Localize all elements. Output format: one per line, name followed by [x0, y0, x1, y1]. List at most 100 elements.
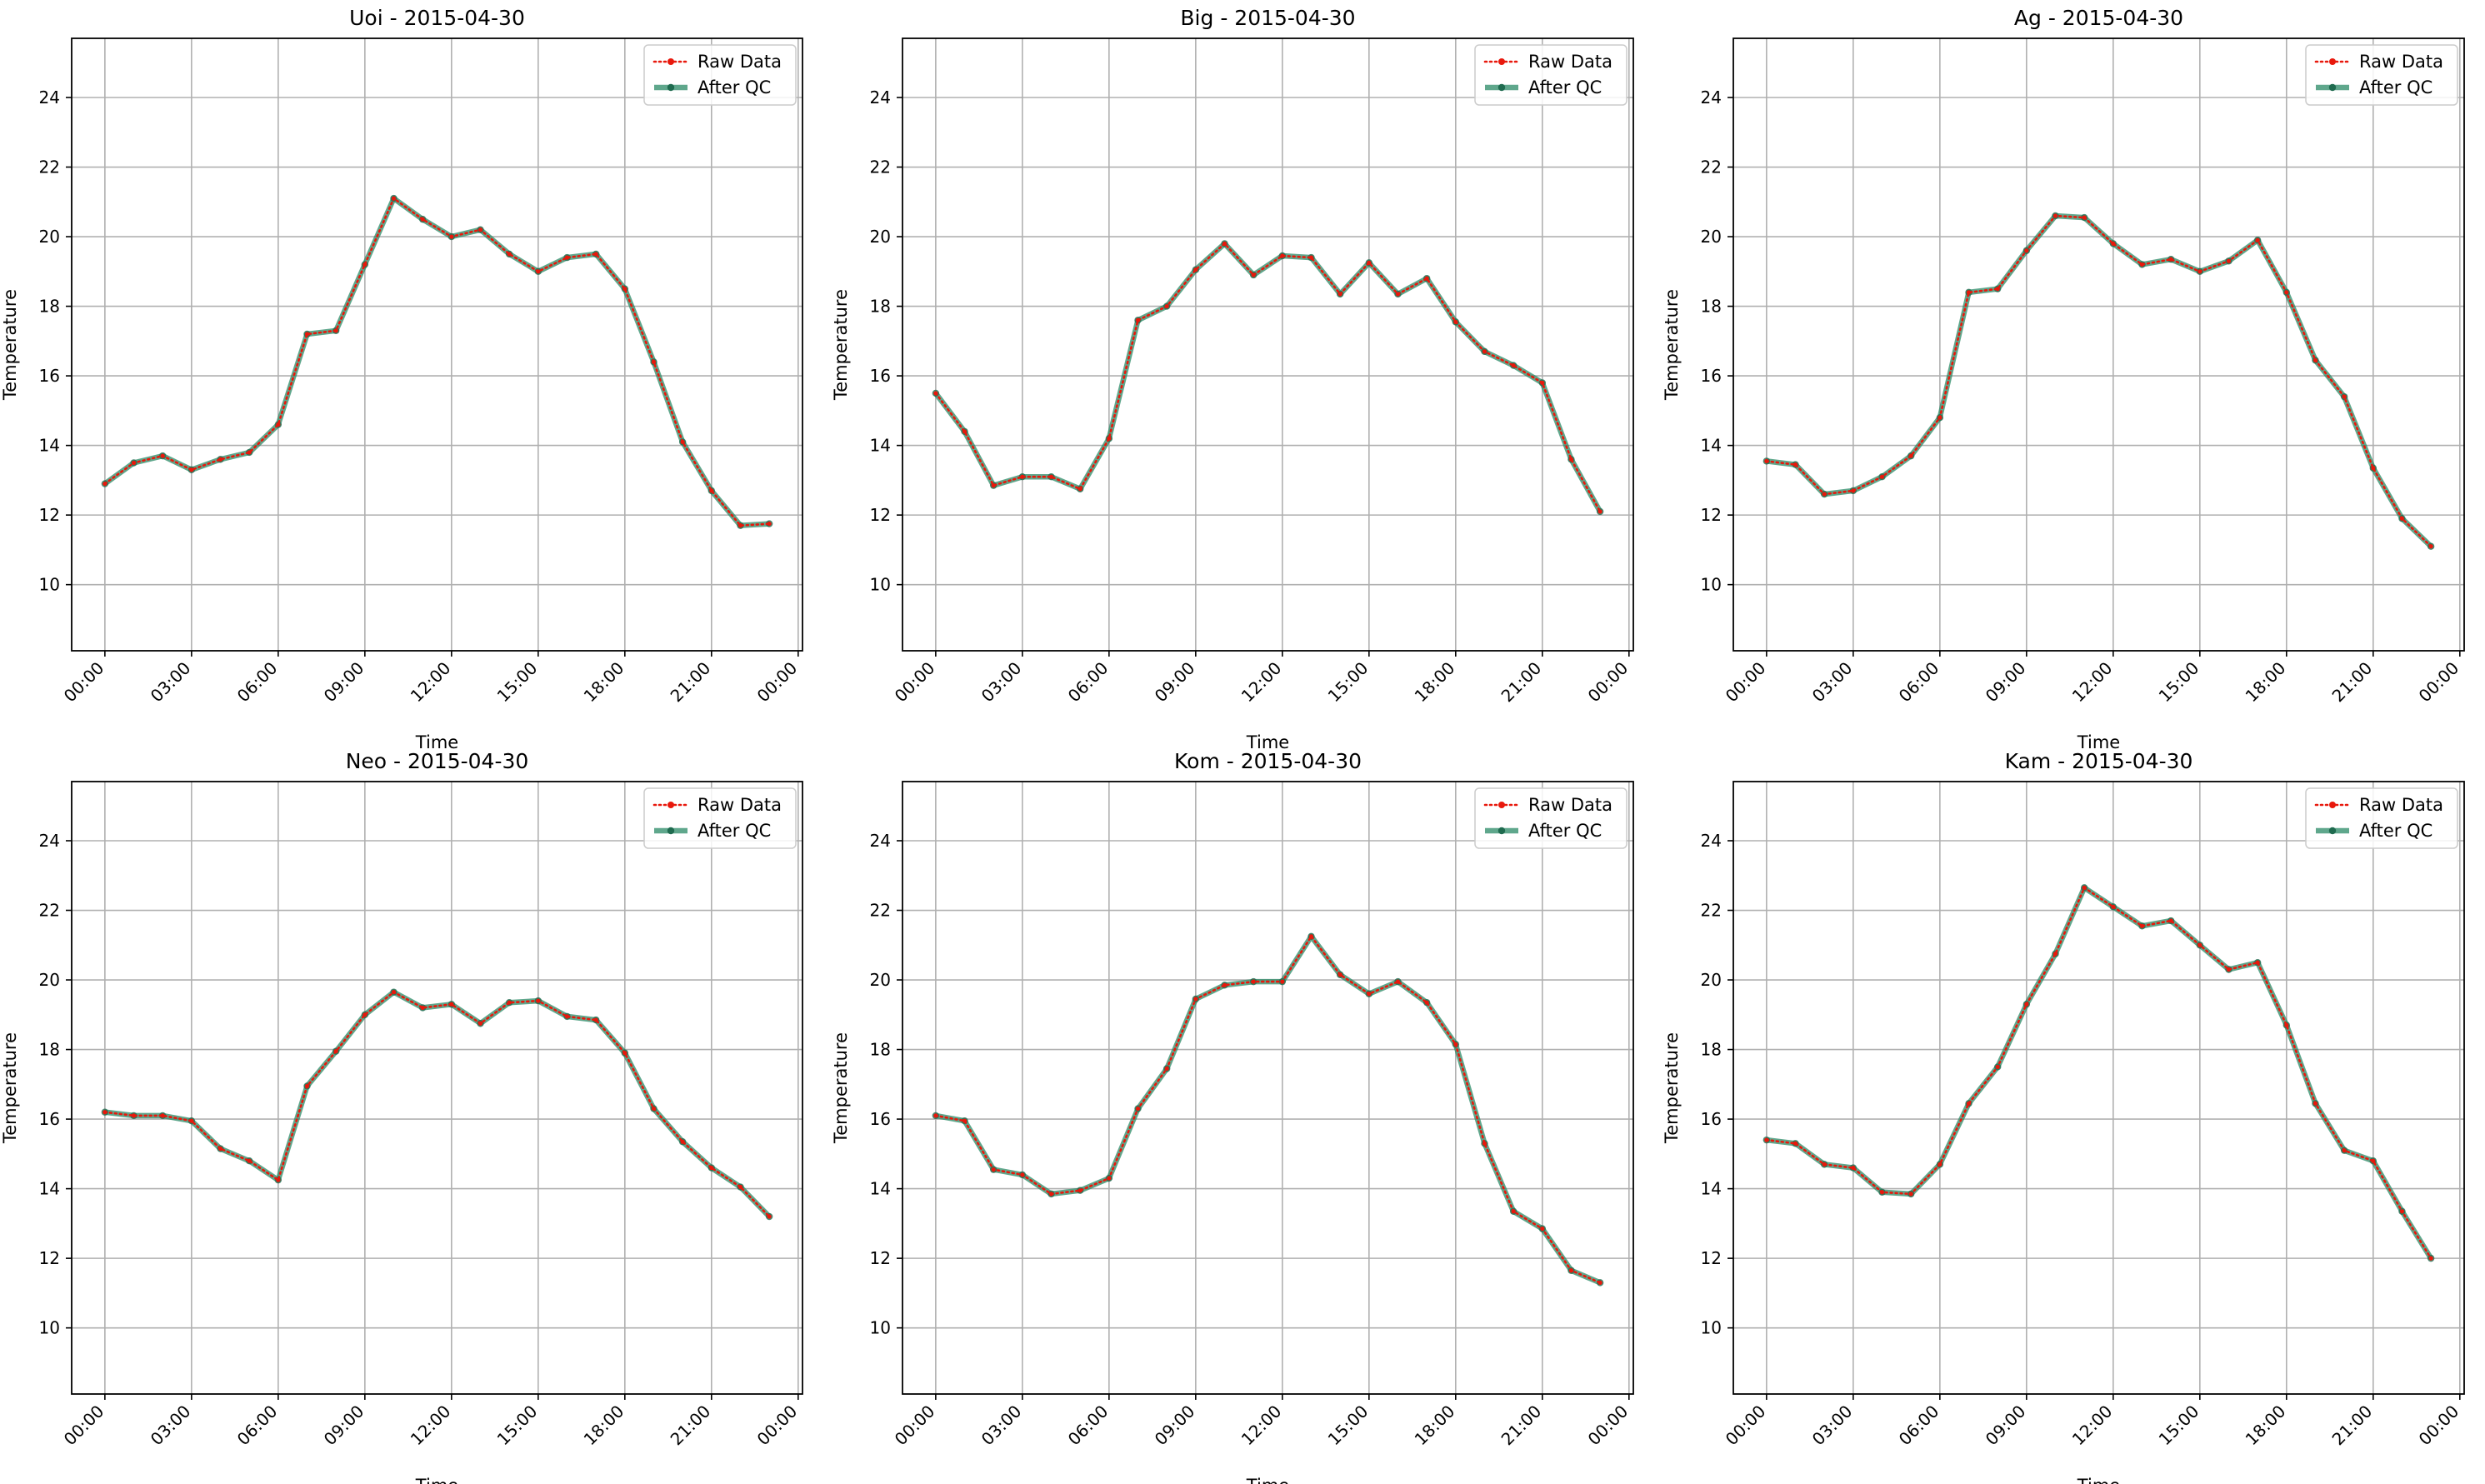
data-point	[276, 422, 281, 427]
series-line	[1765, 214, 2432, 548]
y-tick-label: 16	[870, 1109, 891, 1129]
series-raw-data	[102, 990, 772, 1219]
chart-title: Kam - 2015-04-30	[2005, 749, 2193, 773]
legend: Raw Data After QC	[1474, 787, 1628, 849]
data-point	[1482, 1141, 1488, 1146]
series-after-qc	[932, 240, 1604, 516]
data-point	[1482, 349, 1488, 354]
data-point	[1193, 267, 1198, 272]
data-point	[449, 234, 454, 239]
y-tick-label: 22	[870, 157, 891, 177]
data-point	[131, 460, 137, 466]
x-tick-label: 18:00	[2242, 1402, 2290, 1450]
data-point	[2428, 1256, 2433, 1261]
y-tick-label: 24	[870, 831, 891, 851]
data-point	[2198, 942, 2202, 947]
x-tick-label: 18:00	[1411, 1402, 1459, 1450]
data-point	[2342, 394, 2347, 399]
series-line	[102, 195, 770, 528]
data-point	[593, 1017, 598, 1022]
series-after-qc	[1762, 212, 2435, 550]
data-point	[2111, 904, 2116, 909]
x-tick-label: 03:00	[147, 1402, 195, 1450]
legend-marker	[668, 802, 674, 808]
chart-panel-6: 10 12 14 16 18 20 22 24 00:00 03:00 06:00 09:00 12:0…	[1662, 749, 2465, 1484]
data-point	[276, 1177, 281, 1182]
legend-label: After QC	[698, 77, 771, 97]
x-axis-label: Time	[415, 1476, 458, 1484]
chart-title: Uoi - 2015-04-30	[349, 6, 525, 30]
x-tick-label: 06:00	[233, 1402, 282, 1450]
data-point	[1251, 272, 1256, 277]
y-tick-label: 22	[870, 901, 891, 921]
y-tick-label: 12	[39, 1248, 60, 1268]
y-tick-label: 18	[1701, 297, 1722, 317]
series-raw-data	[933, 934, 1602, 1285]
data-point	[1540, 380, 1545, 386]
legend-label: After QC	[1528, 821, 1602, 841]
data-point	[593, 252, 598, 257]
y-tick-label: 20	[39, 970, 60, 990]
data-point	[2371, 466, 2376, 471]
data-point	[622, 287, 628, 292]
y-axis-label: Temperature	[1662, 289, 1682, 401]
legend-marker	[668, 58, 674, 65]
y-tick-label: 10	[870, 575, 891, 595]
legend-label: Raw Data	[698, 795, 782, 815]
legend-marker	[2328, 827, 2337, 835]
data-point	[2198, 269, 2202, 274]
chart-panel-3: 10 12 14 16 18 20 22 24 00:00 03:00 06:00 09:00 12:0…	[1662, 6, 2465, 752]
data-point	[449, 1002, 454, 1007]
x-tick-label: 15:00	[2155, 658, 2203, 707]
x-tick-label: 18:00	[580, 658, 628, 707]
x-tick-label: 12:00	[2068, 1402, 2117, 1450]
data-point	[102, 1110, 108, 1115]
y-tick-label: 24	[1701, 87, 1722, 107]
y-tick-label: 10	[39, 1318, 60, 1338]
x-tick-label: 15:00	[1324, 1402, 1372, 1450]
data-point	[362, 262, 368, 267]
x-tick-label: 00:00	[753, 658, 802, 707]
x-tick-label: 09:00	[1151, 658, 1199, 707]
chart-panel-4: 10 12 14 16 18 20 22 24 00:00 03:00 06:00 09:00 12:0…	[0, 749, 803, 1484]
data-point	[738, 523, 743, 528]
data-point	[1879, 474, 1885, 479]
legend-label: Raw Data	[698, 52, 782, 72]
data-point	[1764, 458, 1769, 464]
data-point	[2168, 918, 2173, 923]
x-tick-label: 03:00	[1808, 1402, 1857, 1450]
y-tick-label: 10	[1701, 575, 1722, 595]
chart-panel-1: 10 12 14 16 18 20 22 24 00:00 03:00 06:00 09:00 12:0…	[0, 6, 803, 752]
y-tick-label: 24	[1701, 831, 1722, 851]
x-tick-label: 00:00	[1584, 658, 1632, 707]
data-point	[1540, 1227, 1545, 1232]
data-point	[2052, 213, 2058, 218]
data-point	[2312, 1101, 2318, 1106]
data-point	[1308, 934, 1314, 939]
x-tick-label: 15:00	[493, 1402, 542, 1450]
x-tick-label: 00:00	[1722, 658, 1770, 707]
data-point	[1193, 997, 1198, 1002]
data-point	[2024, 1002, 2029, 1007]
data-point	[709, 1165, 714, 1171]
legend-label: Raw Data	[2359, 795, 2443, 815]
x-tick-label: 09:00	[320, 1402, 368, 1450]
data-point	[709, 488, 714, 493]
legend-marker	[1498, 802, 1505, 808]
series-line	[103, 197, 771, 527]
series-line	[1766, 885, 2433, 1260]
y-tick-label: 10	[1701, 1318, 1722, 1338]
x-tick-label: 00:00	[2415, 1402, 2463, 1450]
data-point	[362, 1012, 368, 1017]
legend-marker	[1498, 58, 1505, 65]
data-point	[2139, 262, 2145, 267]
y-tick-label: 12	[870, 505, 891, 525]
x-tick-label: 00:00	[891, 658, 939, 707]
y-tick-label: 12	[1701, 505, 1722, 525]
y-tick-label: 18	[1701, 1040, 1722, 1060]
series-line	[104, 989, 772, 1219]
data-point	[333, 328, 338, 333]
chart-panel-5: 10 12 14 16 18 20 22 24 00:00 03:00 06:00 09:00 12:0…	[831, 749, 1634, 1484]
data-point	[536, 269, 541, 274]
x-tick-label: 09:00	[1982, 1402, 2030, 1450]
